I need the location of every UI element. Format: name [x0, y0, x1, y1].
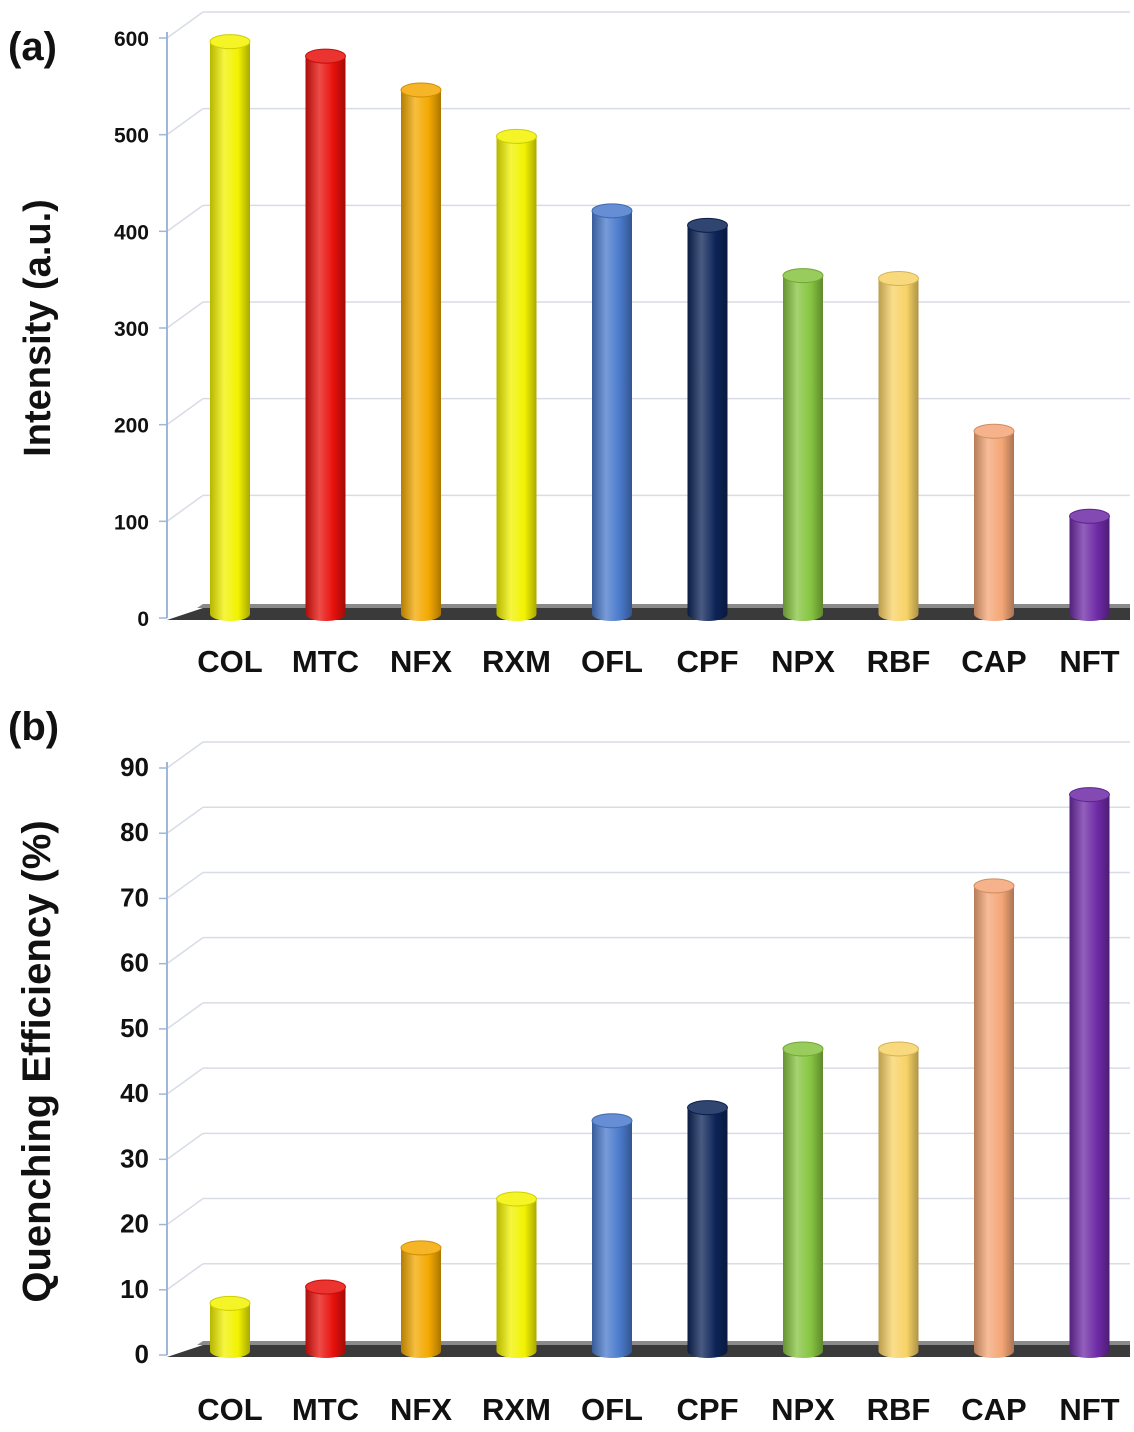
y-tick-label: 0 [135, 1339, 149, 1369]
x-tick-label: NPX [771, 1392, 835, 1427]
bar-cpf [687, 217, 728, 622]
bar-rxm [496, 128, 537, 621]
chart-panel-a: 0 100 200 300 400 500 600 COL MTC NFX RXM OFL CPF NPX… [8, 11, 1130, 679]
gridline-depth [166, 1197, 204, 1226]
x-tick-label: OFL [581, 644, 643, 679]
x-tick-label: NFT [1059, 644, 1119, 679]
gridline-depth [166, 494, 204, 522]
y-tick-label: 40 [120, 1078, 149, 1108]
y-tick-label: 10 [120, 1274, 149, 1304]
x-tick-label: OFL [581, 1392, 643, 1427]
y-tick-label: 20 [120, 1209, 149, 1239]
bar-cap [973, 878, 1015, 1358]
panel-label: (a) [8, 25, 57, 69]
bar-rbf [878, 271, 919, 621]
x-tick-label: RBF [867, 1392, 931, 1427]
bar-nft [1069, 508, 1110, 621]
bar-cap [973, 423, 1015, 621]
bar-npx [782, 268, 824, 621]
gridline-depth [166, 1263, 204, 1291]
bar-npx [782, 1041, 824, 1358]
x-tick-label: RXM [482, 1392, 551, 1427]
gridline-depth [166, 11, 204, 39]
y-tick-label: 0 [137, 608, 149, 631]
y-tick-label: 400 [114, 221, 149, 244]
x-tick-label: COL [197, 644, 262, 679]
bar-col [209, 1295, 251, 1358]
gridline-depth [166, 398, 204, 426]
y-tick-label: 80 [120, 817, 149, 847]
gridline-depth [166, 301, 204, 329]
y-axis-label: Intensity (a.u.) [17, 199, 59, 457]
gridline-depth [166, 871, 204, 900]
bar-col [209, 34, 251, 621]
gridline-depth [166, 937, 204, 965]
gridline-depth [166, 108, 204, 136]
y-tick-label: 50 [120, 1013, 149, 1043]
x-tick-label: RBF [867, 644, 931, 679]
bar-rxm [496, 1191, 537, 1359]
y-tick-label: 600 [114, 28, 149, 51]
x-tick-label: MTC [292, 644, 359, 679]
bar-ofl [591, 203, 633, 622]
bar-mtc [305, 1279, 346, 1358]
chart-panel-b: 0 10 20 30 40 50 60 70 80 90 COL MTC NFX RXM OFL CPF NPX… [8, 705, 1130, 1427]
y-tick-label: 90 [120, 752, 149, 782]
panel-label: (b) [8, 705, 59, 749]
y-axis-label: Quenching Efficiency (%) [15, 820, 59, 1302]
gridline-depth [166, 741, 204, 769]
gridline-depth [166, 1132, 204, 1160]
y-tick-label: 100 [114, 511, 149, 534]
x-tick-label: NFT [1059, 1392, 1119, 1427]
x-tick-label: RXM [482, 644, 551, 679]
y-tick-label: 70 [120, 882, 149, 912]
bar-rbf [878, 1041, 919, 1359]
x-tick-label: CPF [677, 644, 739, 679]
x-tick-label: CAP [961, 644, 1026, 679]
bar-nfx [400, 1240, 442, 1358]
y-tick-label: 60 [120, 948, 149, 978]
bar-mtc [305, 48, 346, 621]
x-tick-label: NFX [390, 644, 452, 679]
x-tick-label: CAP [961, 1392, 1026, 1427]
gridline-depth [166, 1002, 204, 1030]
x-tick-label: CPF [677, 1392, 739, 1427]
bar-ofl [591, 1113, 633, 1358]
gridline-depth [166, 204, 204, 232]
x-tick-label: NFX [390, 1392, 452, 1427]
gridline-depth [166, 806, 204, 834]
bar-cpf [687, 1100, 728, 1359]
gridline-depth [166, 1067, 204, 1095]
x-tick-label: MTC [292, 1392, 359, 1427]
y-tick-label: 30 [120, 1143, 149, 1173]
y-tick-label: 200 [114, 415, 149, 438]
x-tick-label: COL [197, 1392, 262, 1427]
x-tick-label: NPX [771, 644, 835, 679]
bar-nft [1069, 787, 1110, 1359]
y-tick-label: 500 [114, 125, 149, 148]
bar-nfx [400, 82, 442, 621]
y-tick-label: 300 [114, 318, 149, 341]
